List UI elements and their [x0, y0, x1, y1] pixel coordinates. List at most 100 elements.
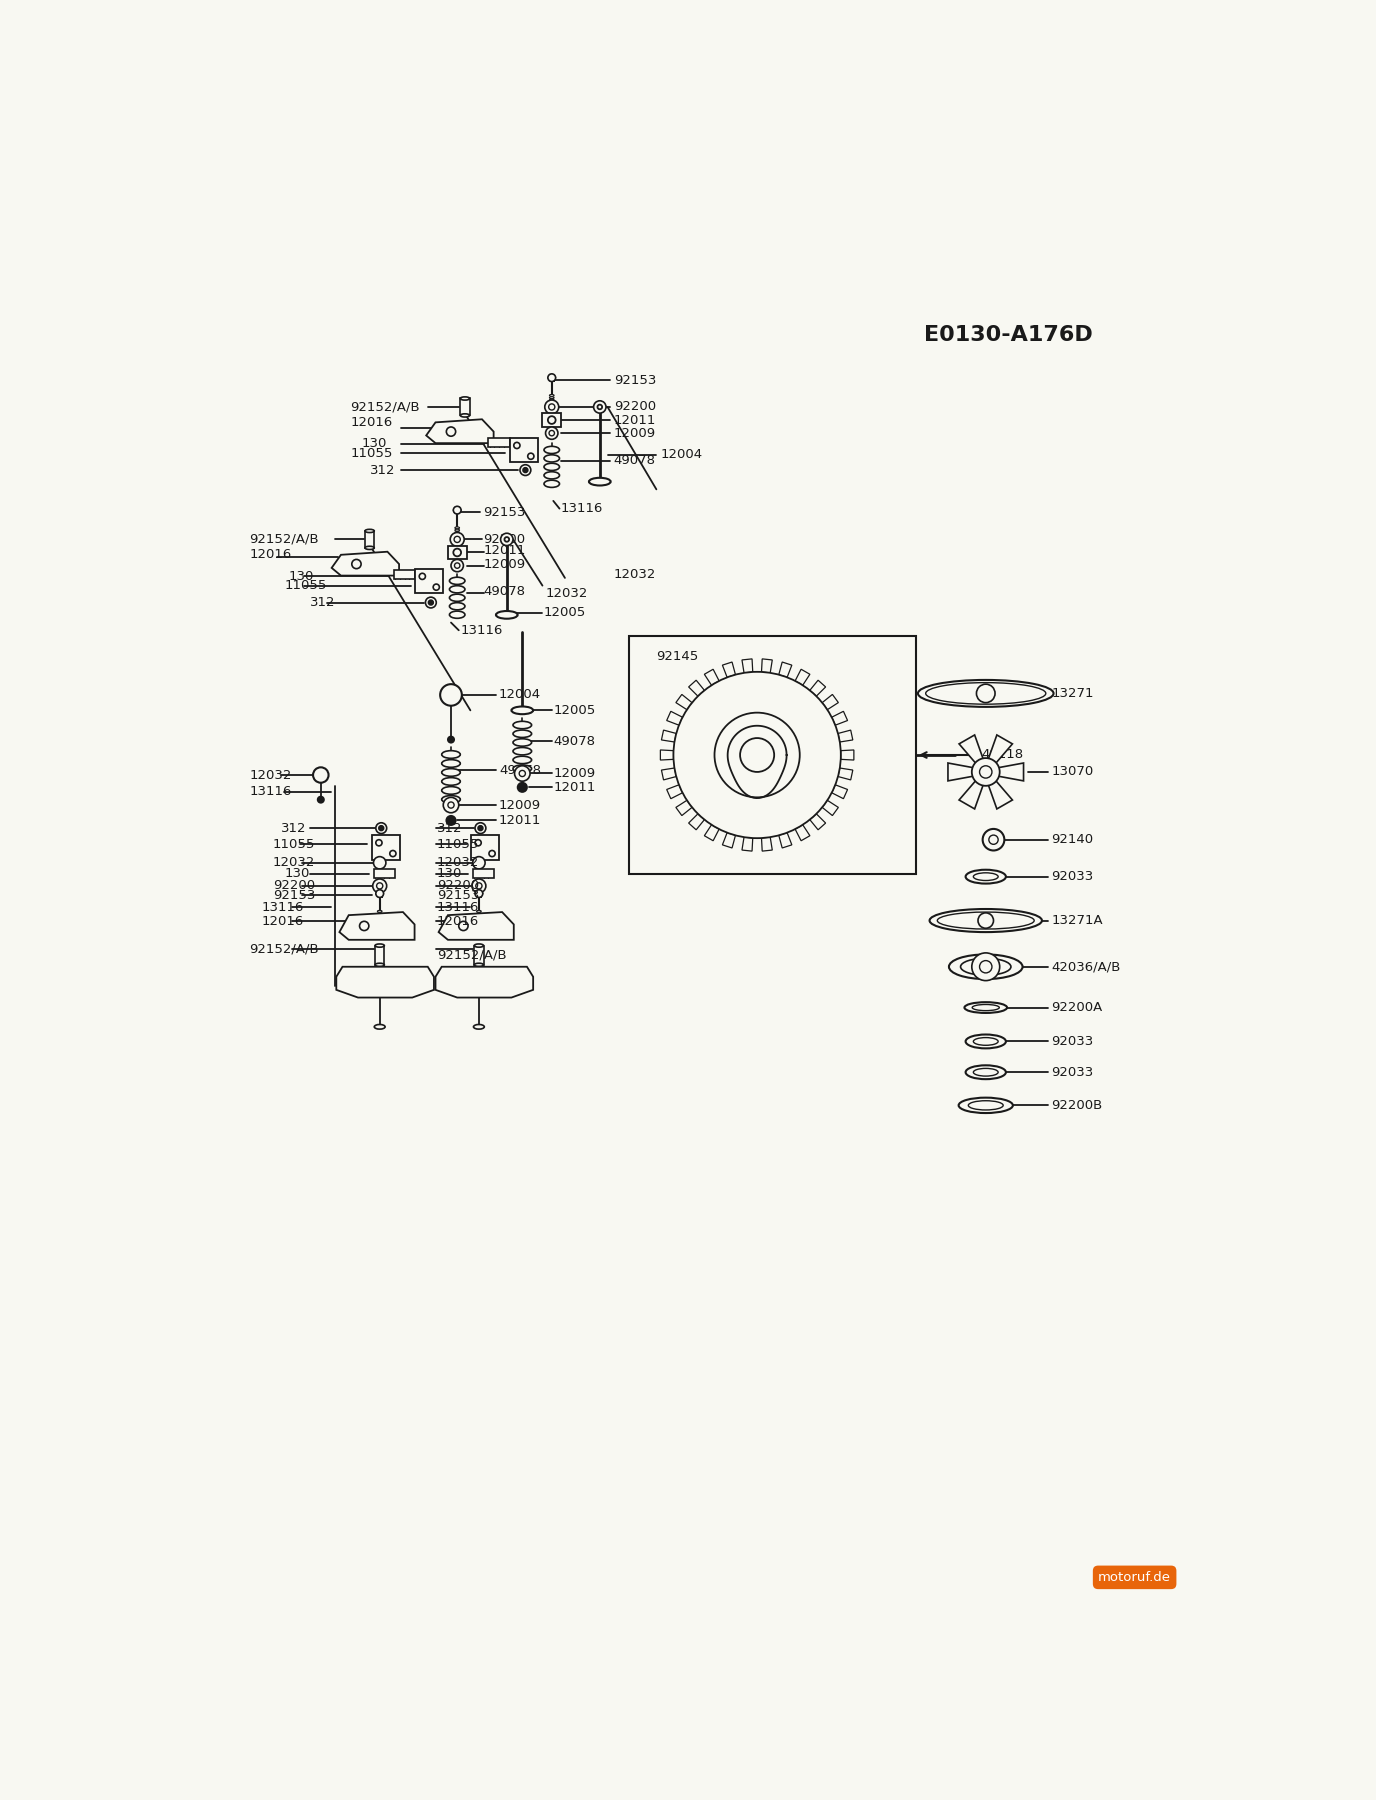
Ellipse shape — [475, 943, 483, 947]
Ellipse shape — [969, 1102, 1003, 1111]
Text: 92033: 92033 — [1051, 1066, 1094, 1078]
Ellipse shape — [918, 680, 1054, 707]
Text: 12016: 12016 — [261, 914, 303, 927]
Text: 12004: 12004 — [499, 688, 541, 702]
Polygon shape — [688, 814, 705, 830]
Ellipse shape — [450, 612, 465, 619]
Ellipse shape — [549, 394, 555, 396]
Bar — [542, 414, 561, 427]
Polygon shape — [779, 833, 791, 848]
Polygon shape — [742, 837, 753, 851]
Circle shape — [378, 826, 384, 830]
Text: 13116: 13116 — [249, 785, 292, 799]
Bar — [449, 545, 466, 560]
Circle shape — [428, 599, 433, 605]
Ellipse shape — [495, 610, 517, 619]
Ellipse shape — [442, 751, 461, 758]
Polygon shape — [831, 785, 848, 799]
Bar — [488, 437, 510, 446]
Polygon shape — [761, 837, 772, 851]
Circle shape — [449, 736, 454, 743]
Ellipse shape — [549, 400, 555, 401]
Ellipse shape — [365, 529, 374, 533]
Text: 49078: 49078 — [553, 734, 596, 747]
Text: 13116: 13116 — [261, 902, 304, 914]
Circle shape — [476, 882, 482, 889]
Polygon shape — [332, 553, 399, 576]
Ellipse shape — [973, 873, 998, 880]
Circle shape — [982, 830, 1004, 850]
Ellipse shape — [960, 958, 1011, 976]
Text: 13070: 13070 — [1051, 765, 1094, 778]
Text: 312: 312 — [370, 464, 395, 477]
Ellipse shape — [365, 545, 374, 549]
Text: 12009: 12009 — [499, 799, 541, 812]
Circle shape — [425, 598, 436, 608]
Text: 92153: 92153 — [483, 506, 526, 518]
Ellipse shape — [949, 954, 1022, 979]
Text: 92200: 92200 — [483, 533, 526, 545]
Polygon shape — [427, 419, 494, 443]
Polygon shape — [660, 751, 673, 760]
Circle shape — [740, 738, 775, 772]
Polygon shape — [795, 670, 810, 686]
Text: 92153: 92153 — [614, 374, 656, 387]
Circle shape — [673, 671, 841, 839]
Text: 92140: 92140 — [1051, 833, 1094, 846]
Ellipse shape — [930, 909, 1042, 932]
Ellipse shape — [376, 963, 384, 967]
Ellipse shape — [513, 738, 531, 747]
Circle shape — [376, 889, 384, 898]
Bar — [471, 835, 499, 860]
Text: 11055: 11055 — [285, 580, 326, 592]
Polygon shape — [985, 734, 1013, 769]
Circle shape — [433, 583, 439, 590]
Ellipse shape — [455, 531, 460, 533]
Ellipse shape — [376, 943, 384, 947]
Polygon shape — [435, 967, 533, 997]
Ellipse shape — [549, 396, 555, 398]
Text: 92153: 92153 — [272, 889, 315, 902]
Ellipse shape — [513, 731, 531, 738]
Circle shape — [989, 835, 998, 844]
Polygon shape — [985, 776, 1013, 808]
Text: 312: 312 — [310, 596, 336, 608]
Circle shape — [440, 684, 462, 706]
Bar — [475, 945, 483, 965]
Polygon shape — [838, 731, 853, 742]
Circle shape — [548, 374, 556, 382]
Text: 92200A: 92200A — [1051, 1001, 1104, 1013]
Circle shape — [520, 464, 531, 475]
Text: 12032: 12032 — [272, 857, 315, 869]
Circle shape — [450, 533, 464, 547]
Ellipse shape — [455, 527, 460, 529]
Text: 12009: 12009 — [483, 558, 526, 571]
Circle shape — [549, 430, 555, 436]
Polygon shape — [439, 913, 513, 940]
Text: 12011: 12011 — [483, 544, 526, 558]
Text: 12005: 12005 — [544, 607, 586, 619]
Bar — [372, 835, 400, 860]
Polygon shape — [336, 967, 433, 997]
Text: 92200: 92200 — [614, 400, 656, 414]
Ellipse shape — [926, 682, 1046, 704]
Circle shape — [449, 803, 454, 808]
Text: 12005: 12005 — [553, 704, 596, 716]
Polygon shape — [688, 680, 705, 697]
Text: 92033: 92033 — [1051, 869, 1094, 884]
Polygon shape — [831, 711, 848, 725]
Text: 12032: 12032 — [438, 857, 479, 869]
Ellipse shape — [937, 913, 1035, 929]
Ellipse shape — [513, 756, 531, 763]
Circle shape — [977, 684, 995, 702]
Polygon shape — [761, 659, 772, 673]
Polygon shape — [795, 824, 810, 841]
Circle shape — [597, 405, 603, 409]
Polygon shape — [722, 833, 735, 848]
Circle shape — [513, 443, 520, 448]
Circle shape — [523, 468, 528, 472]
Text: 12016: 12016 — [351, 416, 392, 428]
Ellipse shape — [442, 778, 461, 785]
Ellipse shape — [473, 1024, 484, 1030]
Polygon shape — [823, 801, 838, 815]
